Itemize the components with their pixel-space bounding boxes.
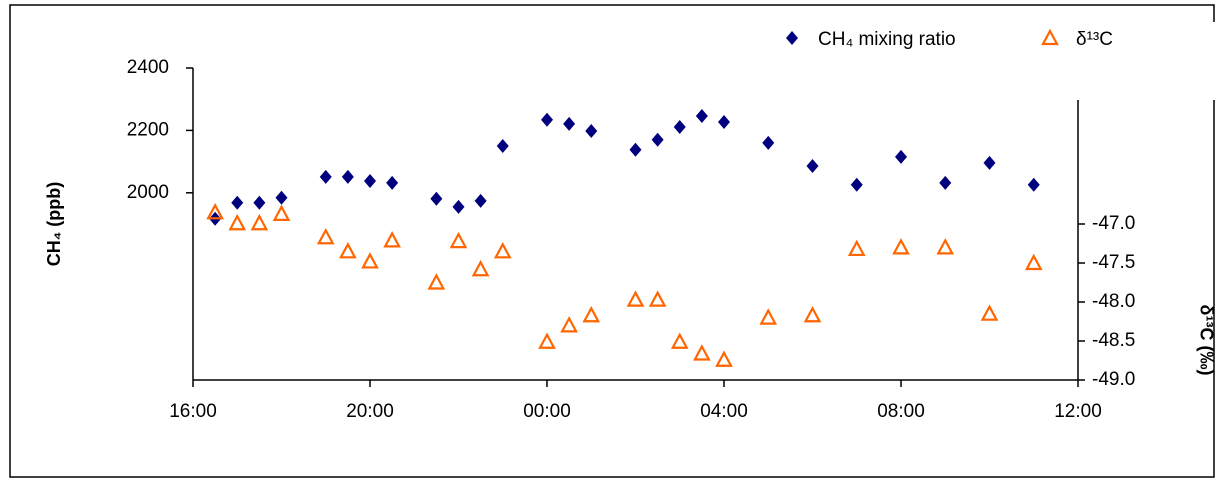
point [383, 231, 401, 248]
x-tick-label: 20:00 [346, 401, 394, 422]
point [718, 114, 730, 129]
point [253, 195, 266, 210]
y2-tick-label: -48.0 [1092, 291, 1135, 312]
point [231, 195, 244, 210]
point [1024, 253, 1043, 271]
point [629, 142, 642, 157]
y-tick-label: 2400 [127, 57, 169, 78]
point [316, 227, 335, 245]
point [847, 239, 866, 257]
point [670, 332, 689, 349]
point [585, 124, 598, 139]
y2-tick-label: -48.5 [1092, 330, 1135, 351]
point [386, 175, 399, 190]
point [651, 132, 664, 147]
point [693, 344, 711, 361]
legend-marker [1041, 28, 1059, 46]
point [339, 241, 357, 259]
point [275, 190, 288, 205]
point [471, 259, 490, 277]
legend-label: CH₄ mixing ratio [818, 29, 956, 50]
x-tick-label: 08:00 [877, 401, 925, 422]
point [626, 290, 645, 307]
point [695, 109, 708, 124]
point [563, 116, 576, 131]
point [803, 305, 822, 323]
point [980, 304, 999, 321]
x-tick-label: 12:00 [1054, 401, 1102, 422]
legend-marker [786, 31, 798, 45]
point [759, 308, 778, 325]
point [452, 199, 465, 214]
x-tick-label: 04:00 [700, 401, 748, 422]
point [364, 173, 376, 188]
point [427, 273, 446, 290]
point [939, 175, 952, 190]
point [341, 169, 354, 184]
point [361, 252, 379, 269]
y2-tick-label: -49.0 [1092, 369, 1135, 390]
point [560, 316, 578, 333]
point [850, 177, 863, 192]
point [538, 332, 556, 349]
point [250, 213, 269, 231]
point [430, 191, 443, 206]
point [582, 305, 601, 323]
point [762, 135, 775, 150]
legend-box [780, 22, 1219, 100]
y2-tick-label: -47.0 [1092, 213, 1135, 234]
point [449, 231, 468, 249]
point [648, 290, 667, 307]
point [806, 158, 819, 173]
x-tick-label: 00:00 [523, 401, 571, 422]
point [715, 350, 733, 367]
point [541, 112, 553, 127]
point [228, 213, 247, 231]
y-tick-label: 2000 [127, 182, 169, 203]
point [272, 204, 291, 221]
point [1027, 177, 1040, 192]
y-axis-label: CH₄ (ppb) [44, 182, 64, 267]
point [673, 119, 686, 134]
y-tick-label: 2200 [127, 119, 169, 140]
point [206, 202, 224, 220]
y2-tick-label: -47.5 [1092, 252, 1135, 273]
point [895, 149, 907, 164]
x-tick-label: 16:00 [169, 401, 217, 422]
legend-label: δ¹³C [1076, 29, 1113, 50]
point [319, 169, 332, 184]
point [983, 155, 996, 170]
point [474, 193, 487, 208]
point [493, 241, 512, 259]
y2-axis-label: δ¹³C (‰) [1196, 305, 1216, 376]
point [892, 238, 910, 255]
point [496, 139, 509, 153]
point [936, 238, 955, 255]
